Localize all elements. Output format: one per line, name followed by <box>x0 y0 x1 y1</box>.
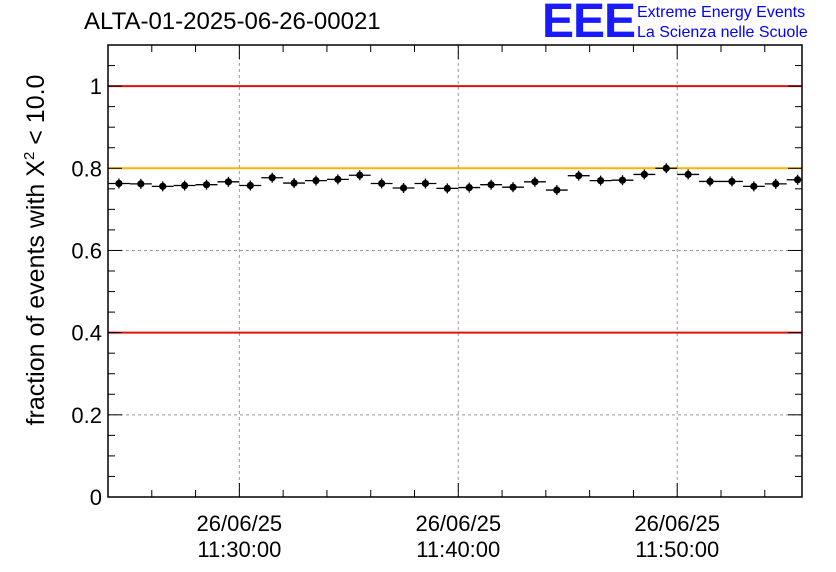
data-point <box>290 179 298 187</box>
grid <box>108 45 802 497</box>
y-tick-label: 0.2 <box>71 403 102 428</box>
data-point <box>443 184 451 193</box>
data-point <box>159 182 167 190</box>
data-point <box>662 164 670 172</box>
plot-frame <box>107 44 803 498</box>
data-point <box>728 177 736 186</box>
data-point <box>115 179 123 188</box>
logo-subtitle-1: Extreme Energy Events <box>637 4 806 21</box>
data-point <box>137 180 145 188</box>
data-point <box>618 176 627 184</box>
logo-subtitle-2: La Scienza nelle Scuole <box>637 24 808 41</box>
data-point <box>312 177 320 185</box>
y-tick-label: 0 <box>90 485 102 510</box>
data-point <box>181 181 189 190</box>
data-point <box>575 172 583 180</box>
eee-logo: EEE <box>542 0 636 48</box>
data-point <box>378 179 386 188</box>
chart-title: ALTA-01-2025-06-26-00021 <box>84 8 381 35</box>
y-tick-label: 0.6 <box>71 238 102 263</box>
data-point <box>465 183 473 192</box>
data-point <box>794 176 802 184</box>
data-point <box>399 184 408 192</box>
data-point <box>246 181 254 190</box>
y-tick-label: 1 <box>90 74 102 99</box>
data-point <box>487 181 495 189</box>
x-tick-label-time: 11:30:00 <box>197 537 281 562</box>
y-axis-label-prefix: fraction of events with <box>22 177 50 426</box>
data-point <box>750 182 758 190</box>
x-tick-label-date: 26/06/25 <box>415 511 501 536</box>
data-point <box>640 170 648 179</box>
y-axis-label-chi: X <box>22 160 50 177</box>
axis-ticks <box>108 44 802 498</box>
data-point <box>706 177 714 186</box>
data-point <box>772 180 780 188</box>
data-point <box>224 178 233 186</box>
data-point <box>356 171 364 179</box>
axis-labels: 00.20.40.60.8126/06/2511:30:0026/06/2511… <box>71 74 720 562</box>
data-point <box>509 183 517 191</box>
y-axis-label-superscript: 2 <box>21 152 38 160</box>
data-point <box>421 179 430 188</box>
y-tick-label: 0.8 <box>71 156 102 181</box>
data-point <box>596 177 605 185</box>
y-tick-label: 0.4 <box>71 321 102 346</box>
data-points <box>108 163 802 196</box>
y-axis-label: fraction of events with X2 < 10.0 <box>21 75 50 426</box>
x-tick-label-time: 11:40:00 <box>416 537 500 562</box>
y-axis-label-suffix: < 10.0 <box>22 75 50 152</box>
x-tick-label-time: 11:50:00 <box>635 537 719 562</box>
x-tick-label-date: 26/06/25 <box>197 511 283 536</box>
data-point <box>268 174 276 182</box>
threshold-lines <box>108 85 802 334</box>
data-point <box>553 186 561 194</box>
x-tick-label-date: 26/06/25 <box>634 511 720 536</box>
data-point <box>684 170 692 179</box>
data-point <box>202 181 211 189</box>
data-point <box>334 175 342 183</box>
data-point <box>531 178 539 186</box>
